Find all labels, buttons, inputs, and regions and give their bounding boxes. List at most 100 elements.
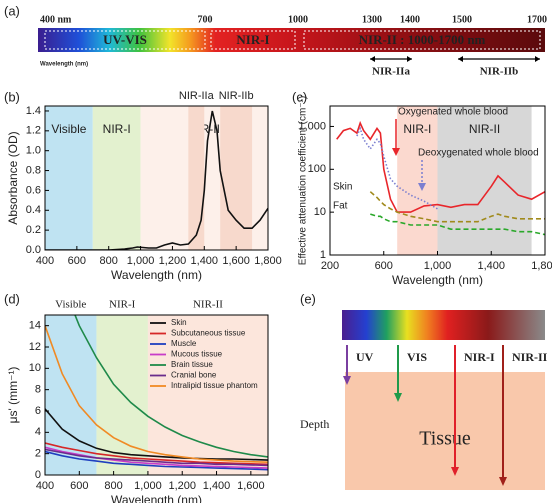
- y-tick-label: 0.8: [26, 164, 41, 176]
- legend-label: Skin: [171, 318, 187, 327]
- x-tick-label: 1,400: [191, 255, 219, 267]
- subband-label: NIR-IIb: [480, 66, 519, 78]
- region-label: NIR-I: [403, 122, 431, 136]
- series-line: [45, 448, 268, 467]
- band-box: [44, 30, 206, 50]
- spectrum-tick: 1700: [527, 14, 547, 25]
- x-tick-label: 800: [104, 480, 122, 492]
- x-tick-label: 200: [321, 260, 339, 272]
- y-tick-label: 10: [29, 362, 41, 374]
- series-line: [356, 126, 438, 210]
- arrow-head: [394, 393, 402, 402]
- panel-label: (e): [300, 291, 316, 306]
- x-axis-label: Wavelength (nm): [111, 493, 202, 503]
- arrow-label: NIR-I: [464, 350, 495, 364]
- series-line: [74, 315, 268, 458]
- spectrum-tick: 1300: [362, 14, 382, 25]
- arrow-label: VIS: [407, 350, 427, 364]
- spectrum-bar: [38, 28, 545, 52]
- region: [220, 106, 253, 250]
- band-label: NIR-II : 1000-1700 nm: [359, 32, 486, 47]
- series-label: Skin: [333, 182, 352, 193]
- arrow-label: UV: [356, 350, 374, 364]
- x-tick-label: 1,600: [222, 255, 250, 267]
- region: [45, 106, 93, 250]
- x-axis-label: Wavelength (nm): [111, 268, 202, 282]
- region-label: Visible: [51, 122, 86, 136]
- legend-label: Intralipid tissue phantom: [171, 381, 258, 390]
- series-label: Oxygenated whole blood: [398, 107, 508, 118]
- region: [92, 106, 141, 250]
- legend-label: Brain tissue: [171, 360, 213, 369]
- region-label: Visible: [55, 299, 86, 311]
- series-line: [45, 442, 268, 466]
- region-label: NIR-IIa: [179, 90, 215, 102]
- region: [437, 106, 532, 255]
- arrow-head: [370, 56, 412, 62]
- legend-label: Cranial bone: [171, 371, 217, 380]
- legend-label: Subcutaneous tissue: [171, 329, 246, 338]
- x-tick-label: 1,800: [254, 255, 282, 267]
- x-tick-label: 1,200: [159, 255, 187, 267]
- y-tick-label: 12: [29, 341, 41, 353]
- y-tick-label: 0.6: [26, 184, 41, 196]
- region: [188, 106, 205, 250]
- y-tick-label: 14: [29, 320, 41, 332]
- panel-label: (a): [4, 3, 20, 18]
- arrow-head: [451, 467, 459, 476]
- region-label: NIR-IIb: [219, 90, 254, 102]
- region-label: NIR-II: [469, 122, 500, 136]
- y-tick-label: 0.0: [26, 244, 41, 256]
- x-tick-label: 1,200: [168, 480, 196, 492]
- legend-label: Muscle: [171, 339, 197, 348]
- spectrum-tick: 1500: [452, 14, 472, 25]
- plot-frame: [44, 105, 269, 251]
- region-label: NIR-I: [109, 299, 136, 311]
- spectrum-bar: [342, 310, 545, 340]
- series-line: [45, 408, 268, 461]
- region-label: NIR-I: [103, 122, 131, 136]
- arrow-head: [392, 148, 400, 156]
- arrow-label: NIR-II: [512, 350, 548, 364]
- x-tick-label: 1,800: [531, 260, 552, 272]
- series-label: Deoxygenated whole blood: [418, 148, 539, 159]
- y-axis-label: μs' (mm⁻¹): [6, 367, 20, 424]
- plot-frame: [44, 314, 269, 476]
- x-tick-label: 400: [36, 480, 54, 492]
- spectrum-tick: 700: [198, 14, 213, 25]
- axis-label: Wavelength (nm): [40, 62, 88, 68]
- x-tick-label: 1,000: [127, 255, 155, 267]
- panel-label: (c): [292, 89, 307, 104]
- series-line: [336, 120, 545, 213]
- y-tick-label: 0.4: [26, 204, 41, 216]
- x-tick-label: 1,000: [134, 480, 162, 492]
- arrow-head: [343, 376, 351, 385]
- x-tick-label: 400: [36, 255, 54, 267]
- panel-label: (b): [4, 89, 20, 104]
- subband-label: NIR-IIa: [372, 66, 410, 78]
- y-tick-label: 0.2: [26, 224, 41, 236]
- y-tick-label: 100: [308, 163, 326, 175]
- x-tick-label: 1,400: [203, 480, 231, 492]
- tissue-block: [345, 372, 545, 490]
- band-label: NIR-I: [236, 32, 269, 47]
- series-line: [45, 450, 268, 471]
- y-tick-label: 8: [35, 384, 41, 396]
- y-tick-label: 2: [35, 448, 41, 460]
- x-tick-label: 600: [68, 255, 86, 267]
- x-tick-label: 1,600: [237, 480, 265, 492]
- series-line: [45, 446, 268, 469]
- spectrum-tick: 1400: [400, 14, 420, 25]
- y-tick-label: 4: [35, 426, 41, 438]
- series-line: [45, 325, 268, 463]
- y-tick-label: 10: [314, 206, 326, 218]
- y-tick-label: 1: [320, 249, 326, 261]
- spectrum-tick: 400 nm: [40, 14, 72, 25]
- y-tick-label: 1.0: [26, 145, 41, 157]
- x-tick-label: 600: [375, 260, 393, 272]
- x-axis-label: Wavelength (nm): [392, 273, 483, 287]
- series-line: [369, 191, 545, 223]
- series-line: [370, 213, 545, 236]
- y-tick-label: 1,000: [298, 120, 326, 132]
